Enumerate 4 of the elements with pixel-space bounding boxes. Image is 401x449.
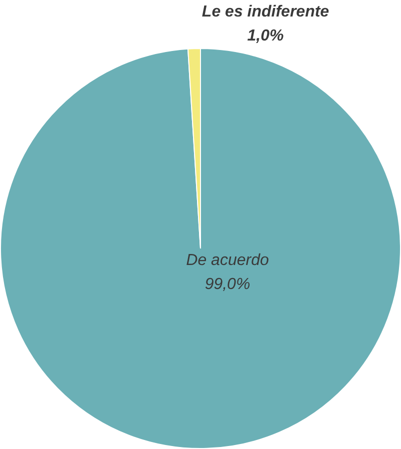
slice-label: De acuerdo [186, 252, 269, 269]
slice-label: Le es indiferente [202, 3, 330, 20]
data-label: 99,0% [204, 276, 250, 293]
data-label: 1,0% [247, 27, 284, 44]
